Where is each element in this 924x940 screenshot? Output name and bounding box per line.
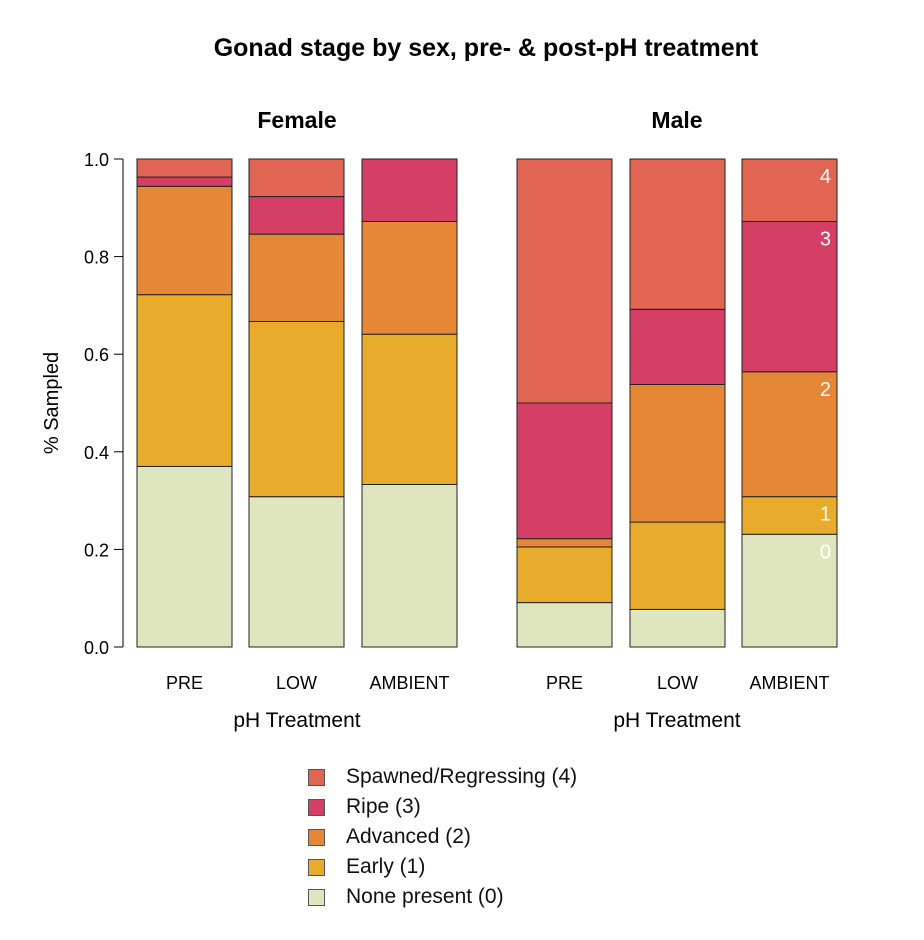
bar-segment [516, 602, 613, 648]
panel-male: Male PRE LOW 0 1 2 3 4 AMBIENT pH Treatment [516, 107, 838, 732]
bar-segment [248, 233, 345, 323]
bar-segment [361, 333, 458, 485]
legend-swatch [308, 828, 325, 846]
legend-swatch [308, 798, 325, 816]
bar-segment [516, 402, 613, 540]
x-tick-label: PRE [546, 673, 583, 693]
legend-item: Advanced (2) [308, 822, 577, 852]
bar-segment [629, 308, 726, 385]
chart-title: Gonad stage by sex, pre- & post-pH treat… [214, 34, 759, 62]
bar-segment [741, 371, 838, 498]
y-tick-label: 1.0 [84, 150, 109, 170]
x-axis-label: pH Treatment [613, 709, 740, 732]
y-axis: 0.0 0.2 0.4 0.6 0.8 1.0 % Sampled [41, 150, 124, 658]
bar-segment [248, 496, 345, 648]
stage-label: 4 [820, 166, 831, 188]
bar-segment [248, 196, 345, 235]
x-tick-label: LOW [276, 673, 317, 693]
bar-segment [361, 220, 458, 335]
bar-segment [516, 158, 613, 404]
bar-segment [136, 158, 233, 178]
x-tick-label: PRE [166, 673, 203, 693]
bar-segment [516, 538, 613, 548]
bar-segment [136, 465, 233, 648]
stage-label: 2 [820, 379, 831, 401]
legend-label: None present (0) [346, 885, 504, 908]
bar-segment [248, 321, 345, 498]
legend-item: Early (1) [308, 852, 577, 882]
bar-segment [516, 546, 613, 604]
legend-item: Ripe (3) [308, 792, 577, 822]
panel-female: Female PRE LOW AMBIENT pH Treatment [136, 107, 458, 732]
stage-label: 1 [820, 504, 831, 526]
legend-label: Advanced (2) [346, 825, 471, 848]
bar-segment [629, 521, 726, 610]
legend-item: None present (0) [308, 882, 577, 912]
y-tick-label: 0.0 [84, 638, 109, 658]
bar-segment [629, 158, 726, 310]
legend-item: Spawned/Regressing (4) [308, 762, 577, 792]
legend-label: Ripe (3) [346, 795, 421, 818]
panel-title: Male [651, 107, 702, 133]
stage-label: 3 [820, 228, 831, 250]
bar-segment [361, 483, 458, 648]
bar-segment [741, 496, 838, 535]
bar-segment [741, 533, 838, 648]
panel-title: Female [257, 107, 336, 133]
x-tick-label: AMBIENT [369, 673, 449, 693]
panels-layer: 0.0 0.2 0.4 0.6 0.8 1.0 % Sampled Female PRE LOW A… [41, 107, 838, 732]
x-tick-label: LOW [657, 673, 698, 693]
x-axis-label: pH Treatment [233, 709, 360, 732]
legend-swatch [308, 888, 325, 906]
bar-segment [361, 158, 458, 222]
x-tick-label: AMBIENT [749, 673, 829, 693]
legend-swatch [308, 858, 325, 876]
legend-label: Early (1) [346, 855, 426, 878]
bar-segment [248, 158, 345, 198]
bar-segment [741, 158, 838, 222]
stage-label: 0 [820, 541, 831, 563]
legend: Spawned/Regressing (4) Ripe (3) Advanced (… [308, 762, 577, 912]
bar-segment [629, 608, 726, 648]
legend-swatch [308, 768, 325, 786]
y-tick-label: 0.6 [84, 345, 109, 365]
y-tick-label: 0.4 [84, 443, 109, 463]
y-tick-label: 0.8 [84, 248, 109, 268]
y-tick-label: 0.2 [84, 540, 109, 560]
bar-segment [629, 383, 726, 523]
bar-segment [136, 185, 233, 296]
bar-segment [741, 220, 838, 373]
legend-label: Spawned/Regressing (4) [346, 765, 578, 788]
bar-segment [136, 176, 233, 187]
y-axis-label: % Sampled [41, 352, 63, 454]
bar-segment [136, 294, 233, 467]
